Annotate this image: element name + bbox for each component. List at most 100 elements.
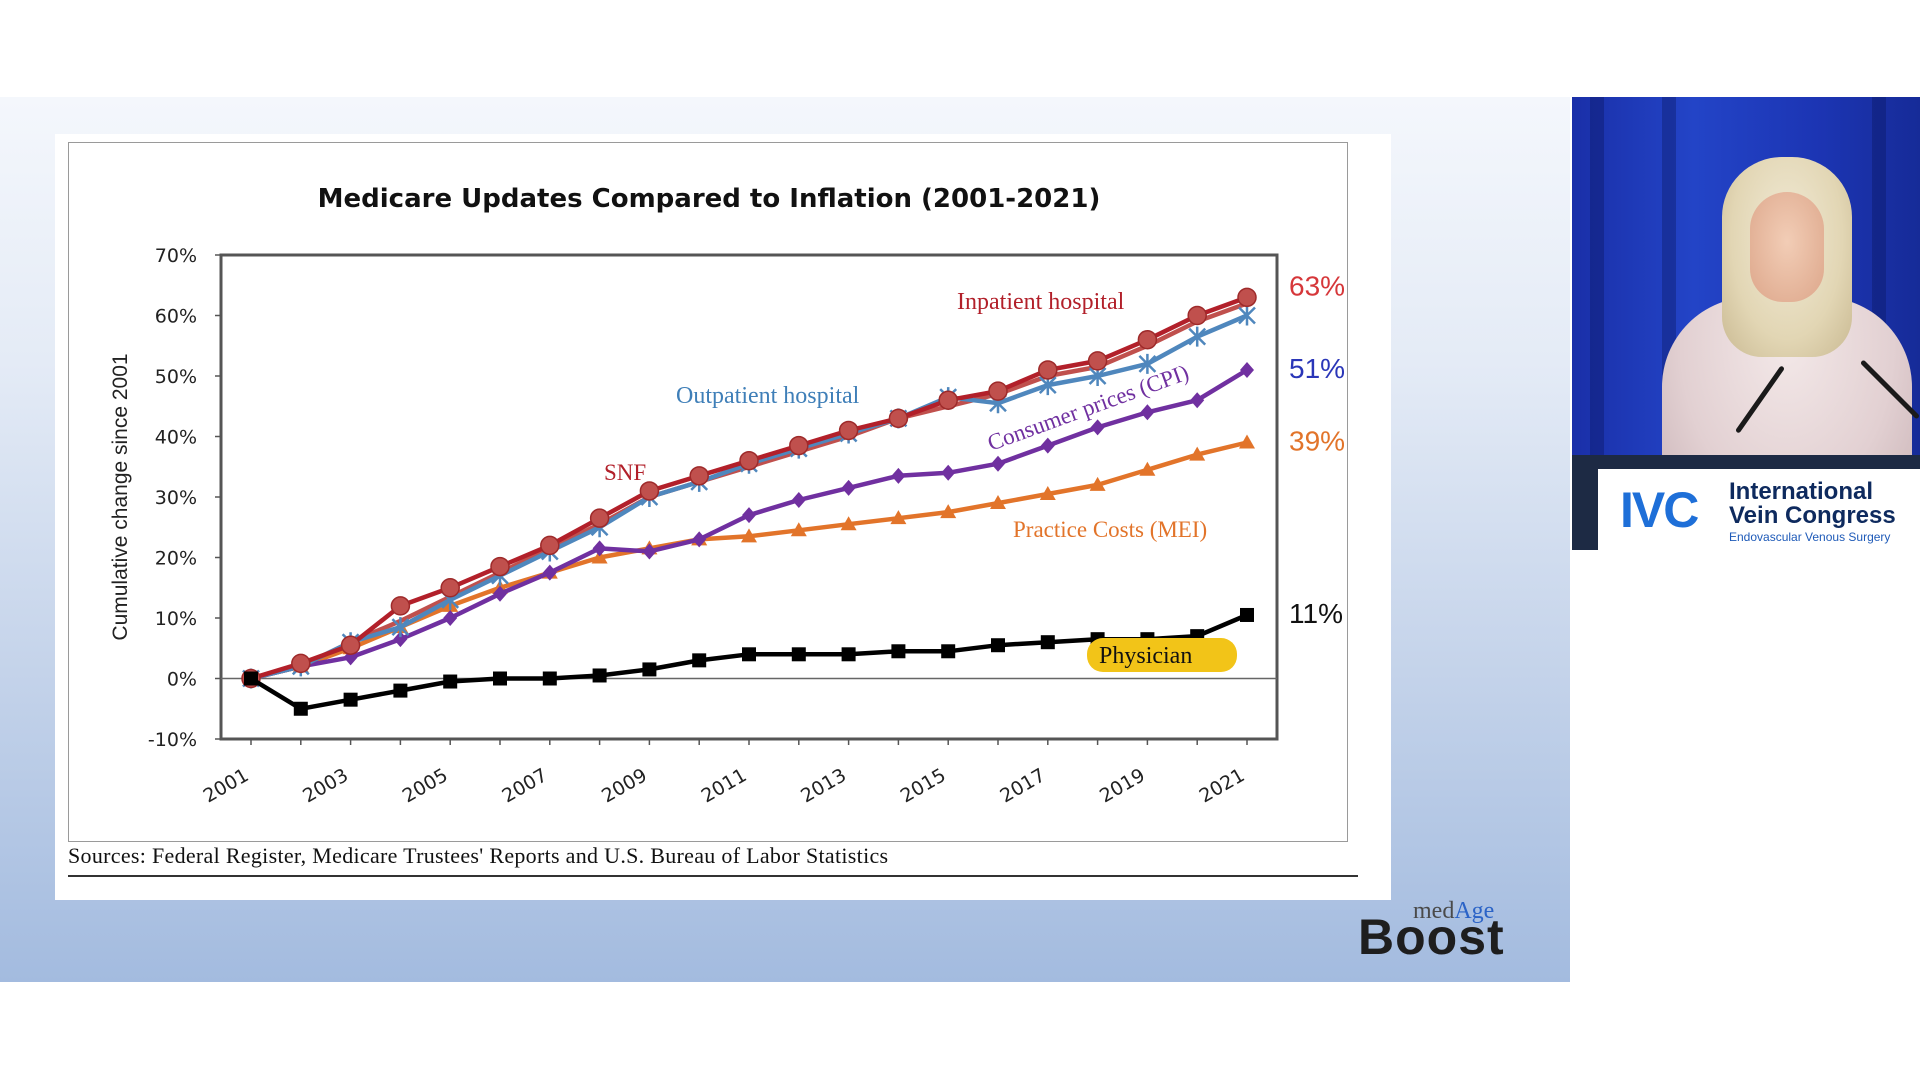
data-point [293,701,308,716]
data-point [291,653,311,674]
series-label-outpatient-hospital: Outpatient hospital [676,383,860,409]
y-axis-label: Cumulative change since 2001 [109,353,132,640]
end-value-label: 63% [1289,270,1345,301]
data-point [1238,305,1256,326]
data-point [490,556,510,577]
data-point [891,644,906,659]
speaker-face [1750,192,1824,302]
data-point [991,455,1005,472]
data-point [1140,404,1155,421]
data-point [741,528,757,543]
data-point [988,381,1008,401]
brand-med-text: med [1413,898,1455,924]
data-point [1139,461,1156,476]
data-point [1190,392,1205,409]
data-point [890,510,907,525]
end-value-label: 11% [1289,598,1343,629]
data-point [1137,329,1158,350]
data-point [689,466,709,486]
x-tick-label: 2005 [399,764,452,807]
data-point [1187,305,1207,326]
speaker-video-panel: IVC International Vein Congress Endovasc… [1572,97,1920,550]
x-tick-label: 2019 [1096,764,1149,807]
x-tick-label: 2017 [996,764,1049,807]
x-tick-label: 2007 [498,764,551,807]
data-point [1038,360,1058,380]
data-point [440,578,460,598]
data-point [990,495,1006,510]
data-point [791,492,806,509]
data-point [589,508,610,528]
data-point [742,507,756,524]
chart-title: Medicare Updates Compared to Inflation (… [318,184,1101,214]
data-point [642,662,657,677]
curtain-fold [1590,97,1604,457]
x-tick-label: 2015 [897,764,950,807]
data-point [840,516,857,531]
y-tick-label: 20% [155,548,197,570]
data-point [938,390,958,410]
y-tick-label: 70% [155,245,197,267]
data-point [838,420,859,441]
data-point [941,644,956,659]
end-value-label: 39% [1289,426,1345,457]
data-point [841,479,856,496]
ivc-logo-line2: Vein Congress [1729,502,1896,529]
data-point [739,450,759,471]
line-chart: Medicare Updates Compared to Inflation (… [109,184,1345,807]
data-point [493,585,507,602]
x-tick-label: 2013 [797,764,850,807]
x-tick-label: 2001 [200,764,253,807]
data-point [642,543,657,560]
data-point [692,531,707,548]
data-point [1039,485,1056,500]
brand-logo-boost: Boost [1358,909,1505,965]
y-tick-label: 60% [155,306,197,328]
data-point [443,610,458,626]
data-point [1239,434,1255,449]
data-point [841,647,856,662]
x-tick-label: 2009 [598,764,651,807]
data-point [742,647,756,662]
data-point [1040,635,1055,650]
data-point [1240,607,1254,622]
series-label-practice-costs: Practice Costs (MEI) [1013,517,1207,542]
data-point [991,638,1005,653]
x-tick-label: 2003 [299,764,352,807]
data-point [791,647,806,662]
data-point [1189,446,1206,461]
data-point [540,535,560,556]
data-point [443,674,458,689]
data-point [790,522,807,537]
data-point [393,683,408,698]
data-point [1089,476,1106,491]
podium-sign [1598,469,1920,550]
data-point [1240,361,1254,378]
series-label-physician: Physician [1099,643,1192,669]
y-tick-label: 50% [155,366,197,388]
y-tick-label: -10% [148,729,197,751]
end-value-label: 51% [1289,353,1345,384]
data-point [1087,351,1108,371]
x-tick-label: 2011 [698,764,751,807]
data-point [343,692,358,707]
data-point [542,671,557,686]
data-point [888,408,909,429]
y-tick-label: 40% [155,427,197,449]
series-label-snf: SNF [604,460,646,485]
brand-logo-top: medAge [1413,898,1494,925]
physician-label-highlight [1087,638,1237,672]
data-point [592,668,607,683]
data-point [244,671,258,686]
data-point [639,481,660,501]
sources-footnote: Sources: Federal Register, Medicare Trus… [68,843,1358,877]
data-point [1040,437,1055,454]
data-point [1237,287,1257,308]
data-point [941,464,956,481]
data-point [940,504,957,519]
data-point [1138,353,1157,374]
data-point [591,549,608,564]
data-point [592,540,607,557]
data-point [493,671,507,686]
y-tick-label: 0% [167,669,197,691]
